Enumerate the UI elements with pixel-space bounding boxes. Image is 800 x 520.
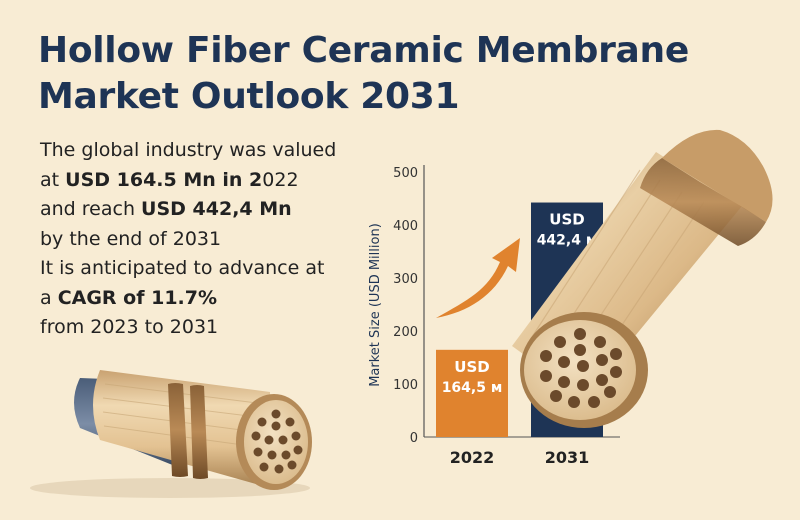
membrane-tube-illustration-large: [512, 129, 773, 428]
desc-line-2: at USD 164.5 Mn in 2022: [40, 166, 370, 196]
page-title: Hollow Fiber Ceramic Membrane Market Out…: [38, 28, 689, 120]
desc-line-6: a CAGR of 11.7%: [40, 284, 370, 314]
y-tick-label: 400: [393, 219, 418, 234]
desc-line-1: The global industry was valued: [40, 139, 337, 161]
x-tick-label-2031: 2031: [545, 448, 590, 467]
bar-data-label-2031: USD: [549, 211, 584, 229]
y-axis-label: Market Size (USD Million): [368, 223, 383, 387]
desc-line-6-pre: a: [40, 286, 58, 309]
desc-line-2-post: 022: [262, 168, 299, 191]
bar-2022: [436, 349, 508, 437]
y-tick-label: 500: [393, 166, 418, 181]
title-line-1: Hollow Fiber Ceramic Membrane: [38, 30, 689, 71]
desc-value-2022: USD 164.5 Mn in 2: [65, 168, 263, 191]
x-tick-label-2022: 2022: [450, 448, 495, 467]
y-tick-label: 100: [393, 378, 418, 393]
desc-line-5: It is anticipated to advance at: [40, 257, 325, 279]
desc-line-4: by the end of 2031: [40, 227, 222, 250]
bar-data-label-2022: 164,5 м: [442, 380, 503, 396]
title-line-2: Market Outlook 2031: [38, 76, 460, 117]
membrane-tube-illustration-small: [30, 370, 312, 498]
y-tick-labels: 0 100 200 300 400 500: [393, 166, 418, 446]
y-tick-label: 300: [393, 272, 418, 287]
y-tick-label: 0: [410, 431, 418, 446]
y-tick-label: 200: [393, 325, 418, 340]
desc-line-7: from 2023 to 2031: [40, 316, 219, 338]
desc-cagr: CAGR of 11.7%: [57, 286, 218, 309]
bar-data-label-2031: 442,4 м: [537, 233, 598, 249]
bar-data-label-2022: USD: [454, 358, 489, 376]
desc-line-3-pre: and reach: [40, 198, 142, 220]
desc-value-2031: USD 442,4 Mn: [141, 198, 292, 220]
desc-line-3: and reach USD 442,4 Mn: [40, 195, 370, 225]
desc-line-2-pre: at: [40, 168, 66, 191]
market-description: The global industry was valued at USD 16…: [40, 136, 370, 343]
growth-arrow-icon: [436, 238, 520, 318]
